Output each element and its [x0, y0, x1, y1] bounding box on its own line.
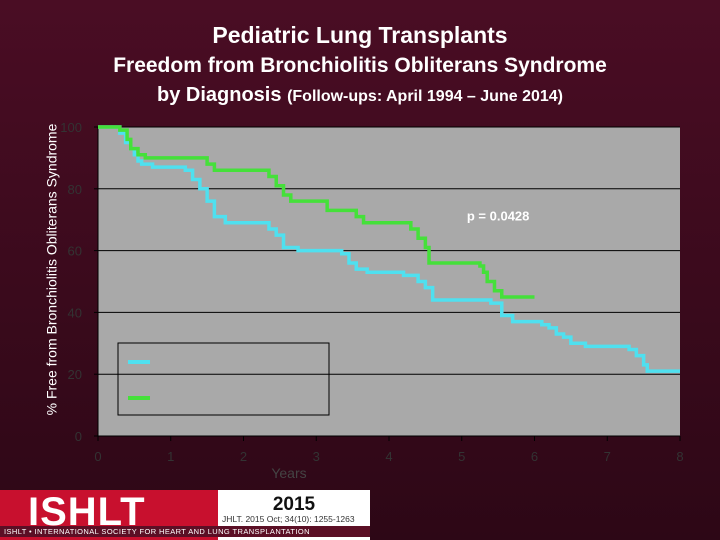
logo-citation: JHLT. 2015 Oct; 34(10): 1255-1263 — [222, 514, 355, 524]
y-axis-ticks: 0 20 40 60 80 100 — [60, 120, 98, 444]
slide-title: Pediatric Lung Transplants — [212, 22, 508, 48]
legend-box — [117, 342, 330, 416]
plot-area — [98, 127, 680, 436]
logo-year: 2015 — [272, 494, 316, 515]
ishlt-logo: ISHLT ISHLT • INTERNATIONAL SOCIETY FOR … — [0, 490, 370, 540]
y-tick-label: 20 — [68, 367, 82, 382]
slide-subtitle-line1: Freedom from Bronchiolitis Obliterans Sy… — [113, 54, 607, 77]
x-tick-label: 5 — [458, 449, 465, 464]
y-tick-label: 60 — [68, 244, 82, 259]
slide-subtitle-line2: by Diagnosis (Follow-ups: April 1994 – J… — [0, 84, 720, 107]
gridlines — [97, 126, 680, 437]
subtitle-followup: (Follow-ups: April 1994 – June 2014) — [287, 88, 563, 105]
x-tick-label: 4 — [385, 449, 392, 464]
legend — [117, 342, 330, 416]
y-tick-label: 40 — [68, 305, 82, 320]
series-line-2 — [98, 125, 535, 299]
x-axis-ticks: 0 1 2 3 4 5 6 7 8 — [94, 436, 684, 464]
y-tick-label: 100 — [60, 120, 82, 135]
series-lines — [98, 125, 680, 373]
x-tick-label: 3 — [313, 449, 320, 464]
logo-band-text: ISHLT • INTERNATIONAL SOCIETY FOR HEART … — [0, 526, 370, 537]
subtitle-diagnosis: by Diagnosis — [157, 84, 282, 106]
y-tick-label: 0 — [75, 429, 82, 444]
x-tick-label: 7 — [604, 449, 611, 464]
y-tick-label: 80 — [68, 182, 82, 197]
series-line-1 — [98, 125, 680, 373]
x-tick-label: 1 — [167, 449, 174, 464]
x-tick-label: 8 — [676, 449, 683, 464]
p-value-annotation: p = 0.0428 — [467, 209, 530, 224]
x-tick-label: 2 — [240, 449, 247, 464]
x-axis-label: Years — [271, 465, 306, 481]
x-tick-label: 0 — [94, 449, 101, 464]
x-tick-label: 6 — [531, 449, 538, 464]
